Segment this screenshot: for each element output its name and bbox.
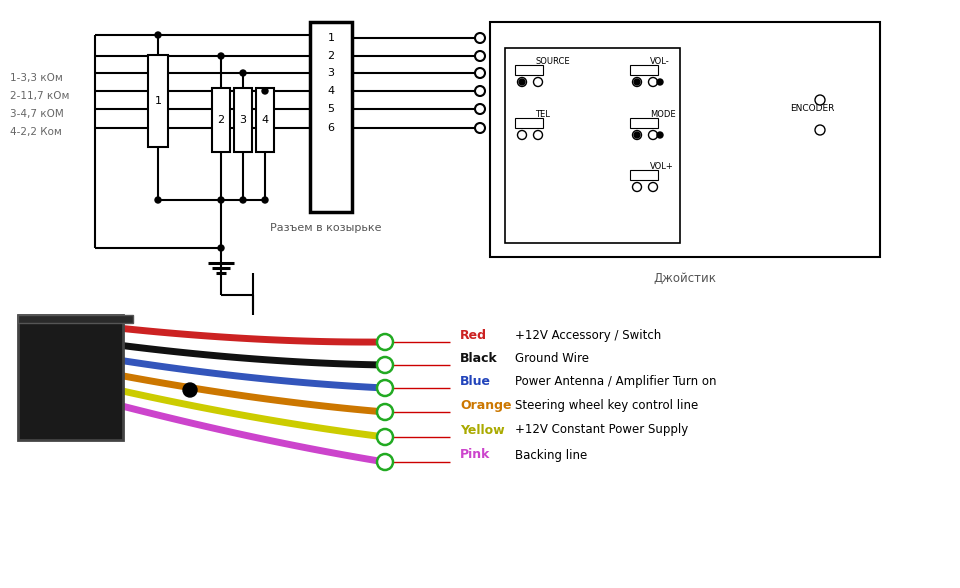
Text: Джойстик: Джойстик: [654, 272, 716, 285]
Text: 2: 2: [217, 115, 225, 125]
Bar: [310, 22, 352, 212]
Circle shape: [377, 334, 393, 350]
Text: Power Antenna / Amplifier Turn on: Power Antenna / Amplifier Turn on: [515, 375, 716, 387]
Circle shape: [218, 245, 224, 251]
Circle shape: [534, 78, 542, 86]
Text: 1: 1: [155, 96, 161, 106]
Circle shape: [240, 70, 246, 76]
Bar: [256, 88, 274, 152]
Circle shape: [517, 131, 526, 139]
Circle shape: [649, 182, 658, 192]
Circle shape: [155, 32, 161, 38]
Text: Blue: Blue: [460, 375, 491, 387]
Text: Ground Wire: Ground Wire: [515, 352, 589, 365]
Circle shape: [475, 68, 485, 78]
Text: MODE: MODE: [650, 109, 676, 119]
Bar: [18, 315, 133, 323]
Circle shape: [475, 104, 485, 114]
Circle shape: [649, 78, 658, 86]
Circle shape: [657, 132, 663, 138]
Circle shape: [377, 357, 393, 373]
Text: 2: 2: [327, 51, 335, 61]
Text: 3: 3: [239, 115, 247, 125]
Circle shape: [475, 123, 485, 133]
Circle shape: [633, 182, 641, 192]
Circle shape: [519, 79, 525, 85]
Text: TEL: TEL: [535, 109, 550, 119]
Text: VOL+: VOL+: [650, 162, 674, 171]
Text: Steering wheel key control line: Steering wheel key control line: [515, 399, 698, 412]
Text: SOURCE: SOURCE: [535, 56, 569, 65]
Circle shape: [218, 53, 224, 59]
Circle shape: [218, 197, 224, 203]
Circle shape: [649, 131, 658, 139]
Text: 3-4,7 кОМ: 3-4,7 кОМ: [10, 109, 63, 119]
Text: 4: 4: [327, 86, 335, 96]
Text: Разъем в козырьке: Разъем в козырьке: [271, 223, 382, 233]
Circle shape: [377, 429, 393, 445]
Circle shape: [475, 33, 485, 43]
Circle shape: [240, 197, 246, 203]
Text: 3: 3: [327, 68, 334, 78]
Circle shape: [634, 79, 640, 85]
Circle shape: [475, 86, 485, 96]
Bar: [630, 65, 658, 75]
Bar: [148, 55, 168, 147]
Circle shape: [262, 88, 268, 94]
Text: ENCODER: ENCODER: [790, 103, 834, 112]
Bar: [234, 88, 252, 152]
Bar: [490, 22, 880, 257]
Circle shape: [633, 78, 641, 86]
Text: Black: Black: [460, 352, 497, 365]
Bar: [18, 315, 123, 440]
Circle shape: [155, 197, 161, 203]
Bar: [515, 65, 543, 75]
Circle shape: [534, 131, 542, 139]
Circle shape: [377, 380, 393, 396]
Text: Pink: Pink: [460, 449, 491, 462]
Circle shape: [377, 454, 393, 470]
Text: 5: 5: [327, 104, 334, 114]
Circle shape: [377, 404, 393, 420]
Text: +12V Constant Power Supply: +12V Constant Power Supply: [515, 423, 688, 436]
Text: Orange: Orange: [460, 399, 512, 412]
Text: Yellow: Yellow: [460, 423, 505, 436]
Text: 6: 6: [327, 123, 334, 133]
Text: 1-3,3 кОм: 1-3,3 кОм: [10, 73, 62, 83]
Circle shape: [475, 51, 485, 61]
Circle shape: [815, 95, 825, 105]
Bar: [630, 118, 658, 128]
Bar: [505, 48, 680, 243]
Text: VOL-: VOL-: [650, 56, 670, 65]
Circle shape: [633, 131, 641, 139]
Text: 2-11,7 кОм: 2-11,7 кОм: [10, 91, 69, 101]
Text: +12V Accessory / Switch: +12V Accessory / Switch: [515, 329, 661, 342]
Circle shape: [815, 125, 825, 135]
Text: Red: Red: [460, 329, 487, 342]
Text: Backing line: Backing line: [515, 449, 588, 462]
Text: 4: 4: [261, 115, 269, 125]
Circle shape: [183, 383, 197, 397]
Bar: [212, 88, 230, 152]
Bar: [630, 170, 658, 180]
Text: 4-2,2 Ком: 4-2,2 Ком: [10, 127, 61, 137]
Bar: [515, 118, 543, 128]
Text: 1: 1: [327, 33, 334, 43]
Circle shape: [634, 132, 640, 138]
Circle shape: [262, 197, 268, 203]
Circle shape: [657, 79, 663, 85]
Circle shape: [517, 78, 526, 86]
